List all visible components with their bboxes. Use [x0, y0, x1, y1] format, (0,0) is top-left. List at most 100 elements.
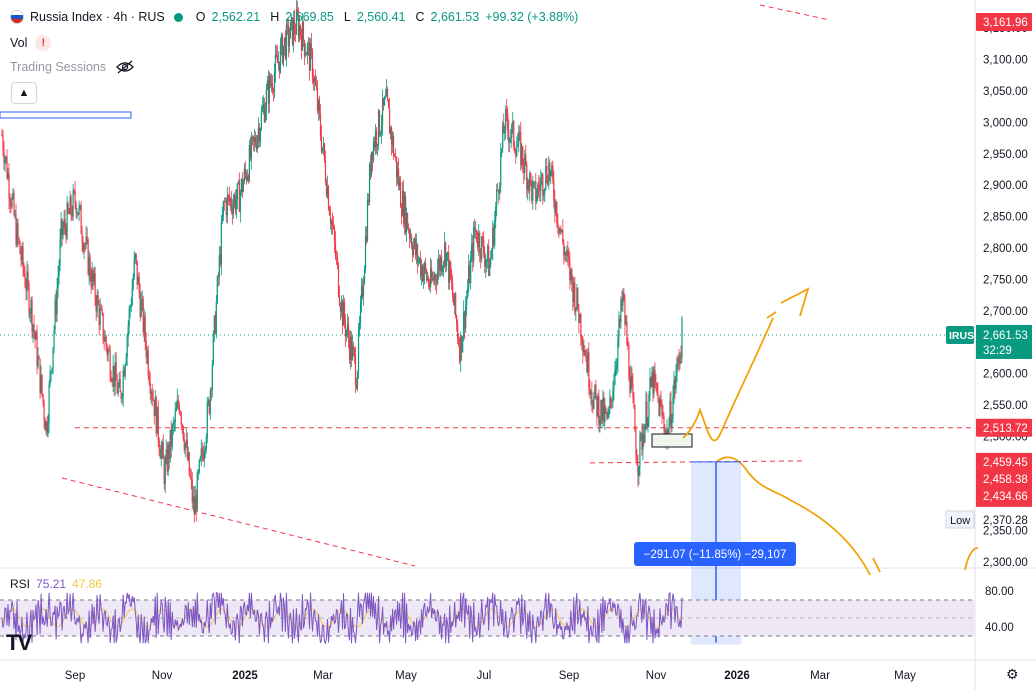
- candle-body: [325, 182, 328, 196]
- gear-icon[interactable]: ⚙: [1006, 666, 1019, 682]
- candle-body: [298, 25, 301, 37]
- candle-body: [350, 336, 353, 360]
- candle-body: [169, 429, 171, 460]
- candle-body: [474, 227, 476, 231]
- candle-body: [357, 330, 360, 372]
- candle-body: [40, 374, 42, 393]
- y-tick-label: 2,800.00: [983, 243, 1028, 255]
- candle-body: [496, 189, 498, 206]
- candle-body: [372, 141, 375, 161]
- candle-body: [25, 286, 27, 291]
- candle-body: [286, 24, 289, 26]
- candle-body: [138, 276, 140, 293]
- candle-body: [408, 230, 411, 239]
- candle-body: [198, 460, 200, 473]
- candle-body: [279, 45, 282, 73]
- candle-body: [498, 190, 500, 194]
- candle-body: [43, 402, 45, 420]
- candle-body: [307, 43, 310, 45]
- candle-body: [642, 434, 644, 450]
- rectangle-drawing-2: [651, 433, 693, 448]
- candle-body: [161, 442, 163, 449]
- candle-body: [283, 37, 286, 46]
- candle-body: [644, 424, 646, 443]
- trading-sessions-label: Trading Sessions: [10, 60, 107, 74]
- candle-body: [110, 377, 112, 382]
- candle-body: [77, 212, 79, 215]
- candle-body: [218, 255, 220, 278]
- candle-body: [86, 236, 88, 240]
- candle-body: [203, 451, 205, 460]
- candle-body: [111, 381, 113, 382]
- candle-body: [15, 214, 17, 245]
- trendline-lower: [61, 477, 416, 567]
- candle-body: [508, 129, 510, 143]
- candle-body: [673, 379, 675, 397]
- candle-body: [45, 421, 47, 431]
- candle-body: [364, 235, 367, 269]
- candle-body: [119, 379, 121, 393]
- tradingview-logo[interactable]: TV: [6, 630, 32, 655]
- y-tick-label: 2,350.00: [983, 526, 1028, 538]
- candle-body: [143, 316, 145, 333]
- candle-body: [295, 9, 298, 34]
- candle-body: [393, 156, 396, 158]
- candle-body: [578, 309, 580, 323]
- candle-body: [34, 332, 36, 340]
- candle-body: [414, 238, 416, 246]
- candle-body: [344, 322, 347, 337]
- candle-body: [274, 54, 277, 73]
- projection-path-down: [715, 456, 871, 576]
- candle-body: [321, 147, 324, 152]
- candle-body: [230, 198, 232, 208]
- candle-body: [232, 203, 234, 215]
- candle-body: [170, 429, 172, 447]
- volume-indicator[interactable]: Vol !: [10, 35, 52, 51]
- collapse-legend-button[interactable]: ▲: [11, 82, 37, 104]
- candle-body: [377, 110, 380, 145]
- candle-body: [563, 242, 565, 256]
- warning-icon[interactable]: !: [35, 35, 52, 51]
- eye-hidden-icon[interactable]: [116, 60, 135, 74]
- trendline-top: [759, 4, 831, 21]
- x-tick-label: Jul: [477, 670, 492, 682]
- candle-body: [573, 282, 575, 303]
- rsi-label[interactable]: RSI: [10, 577, 31, 591]
- candle-body: [671, 419, 673, 428]
- candle-body: [76, 212, 78, 214]
- candle-body: [30, 299, 32, 313]
- candle-body: [327, 186, 330, 210]
- candle-body: [509, 138, 511, 143]
- candle-body: [342, 302, 345, 326]
- candle-body: [81, 233, 83, 243]
- x-tick-label: May: [894, 670, 916, 682]
- candle-body: [361, 286, 364, 297]
- x-tick-label: 2026: [724, 670, 750, 682]
- candle-body: [270, 83, 272, 86]
- trading-sessions-indicator[interactable]: Trading Sessions: [10, 60, 135, 74]
- candle-body: [670, 401, 672, 428]
- candle-body: [146, 350, 148, 358]
- candle-body: [468, 265, 470, 289]
- candle-body: [96, 294, 98, 312]
- candle-body: [318, 100, 321, 114]
- y-tick-label: 3,100.00: [983, 55, 1028, 67]
- candle-body: [636, 455, 638, 465]
- candle-body: [379, 132, 382, 135]
- symbol-title[interactable]: Russia Index · 4h · RUS: [30, 10, 165, 24]
- candle-body: [497, 189, 499, 191]
- candle-body: [338, 295, 341, 306]
- candle-body: [518, 131, 520, 144]
- candle-body: [608, 409, 610, 414]
- candle-body: [129, 307, 131, 310]
- candle-body: [33, 324, 35, 333]
- candle-body: [197, 472, 199, 473]
- candle-body: [500, 152, 502, 187]
- market-open-icon: [173, 12, 183, 22]
- candle-body: [113, 365, 115, 387]
- candle-body: [162, 442, 164, 460]
- candle-body: [227, 195, 229, 197]
- candle-body: [368, 164, 371, 203]
- candle-body: [453, 297, 455, 306]
